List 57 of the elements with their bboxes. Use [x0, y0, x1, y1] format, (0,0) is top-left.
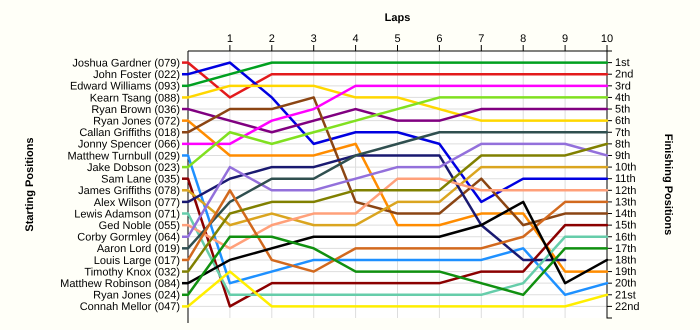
legend-title: Starting Positions	[24, 137, 36, 232]
y-tick-label: 8th	[615, 138, 630, 150]
legend-label: Aaron Lord (019)	[96, 243, 180, 256]
legend-label: Edward Williams (093)	[70, 80, 180, 93]
legend-label: Ryan Jones (024)	[93, 290, 180, 302]
legend-label: John Foster (022)	[93, 69, 180, 82]
x-axis-title: Laps	[384, 12, 410, 24]
legend-label: Louis Large (017)	[94, 254, 180, 267]
y-tick-label: 7th	[615, 126, 630, 139]
legend-label: Lewis Adamson (071)	[74, 208, 180, 220]
legend-label: Matthew Robinson (084)	[60, 278, 180, 290]
legend-label: Jake Dobson (023)	[87, 162, 180, 174]
y-tick-label: 16th	[615, 231, 636, 244]
x-tick-label: 4	[352, 33, 359, 45]
legend-label: Ryan Brown (036)	[91, 104, 180, 116]
legend-label: Timothy Knox (032)	[84, 266, 180, 278]
legend-label: Alex Wilson (077)	[94, 196, 180, 209]
x-tick-label: 7	[478, 33, 484, 45]
y-tick-label: 1st	[615, 57, 630, 70]
x-tick-label: 6	[436, 33, 442, 45]
y-tick-label: 5th	[615, 104, 630, 116]
legend-label: Corby Gormley (064)	[77, 232, 180, 244]
y-tick-label: 22nd	[615, 300, 640, 313]
y-tick-label: 20th	[615, 278, 636, 290]
y-tick-label: 17th	[615, 242, 636, 255]
y-tick-label: 18th	[615, 254, 636, 266]
y-tick-label: 19th	[615, 266, 636, 278]
y-tick-label: 12th	[615, 184, 636, 197]
y-tick-label: 15th	[615, 220, 636, 232]
x-tick-label: 1	[226, 33, 233, 45]
y-axis-title: Finishing Positions	[662, 134, 674, 236]
y-tick-label: 3rd	[615, 80, 631, 92]
x-tick-label: 10	[600, 33, 614, 45]
y-tick-label: 21st	[615, 289, 636, 302]
legend-label: James Griffiths (078)	[78, 185, 180, 198]
y-tick-label: 11th	[615, 173, 636, 186]
legend-label: Jonny Spencer (066)	[78, 138, 180, 151]
legend-label: Matthew Turnbull (029)	[68, 150, 180, 162]
y-tick-label: 10th	[615, 162, 636, 174]
legend-label: Ryan Jones (072)	[93, 116, 180, 128]
y-tick-label: 14th	[615, 208, 636, 220]
x-tick-label: 8	[520, 33, 526, 45]
x-tick-label: 2	[268, 33, 275, 45]
legend-label: Kearn Tsang (088)	[90, 92, 180, 104]
y-tick-label: 2nd	[615, 68, 634, 81]
legend-label: Connah Mellor (047)	[80, 301, 180, 314]
x-tick-label: 5	[394, 33, 401, 45]
x-tick-label: 9	[562, 33, 568, 45]
y-tick-label: 9th	[615, 150, 630, 162]
y-tick-label: 13th	[615, 196, 636, 208]
legend-label: Ged Noble (055)	[98, 220, 180, 232]
y-tick-label: 6th	[615, 115, 630, 128]
legend-label: Joshua Gardner (079)	[72, 57, 180, 70]
legend-label: Callan Griffiths (018)	[79, 127, 180, 140]
legend-label: Sam Lane (035)	[101, 174, 180, 186]
x-tick-label: 3	[310, 33, 317, 45]
y-tick-label: 4th	[615, 92, 630, 104]
